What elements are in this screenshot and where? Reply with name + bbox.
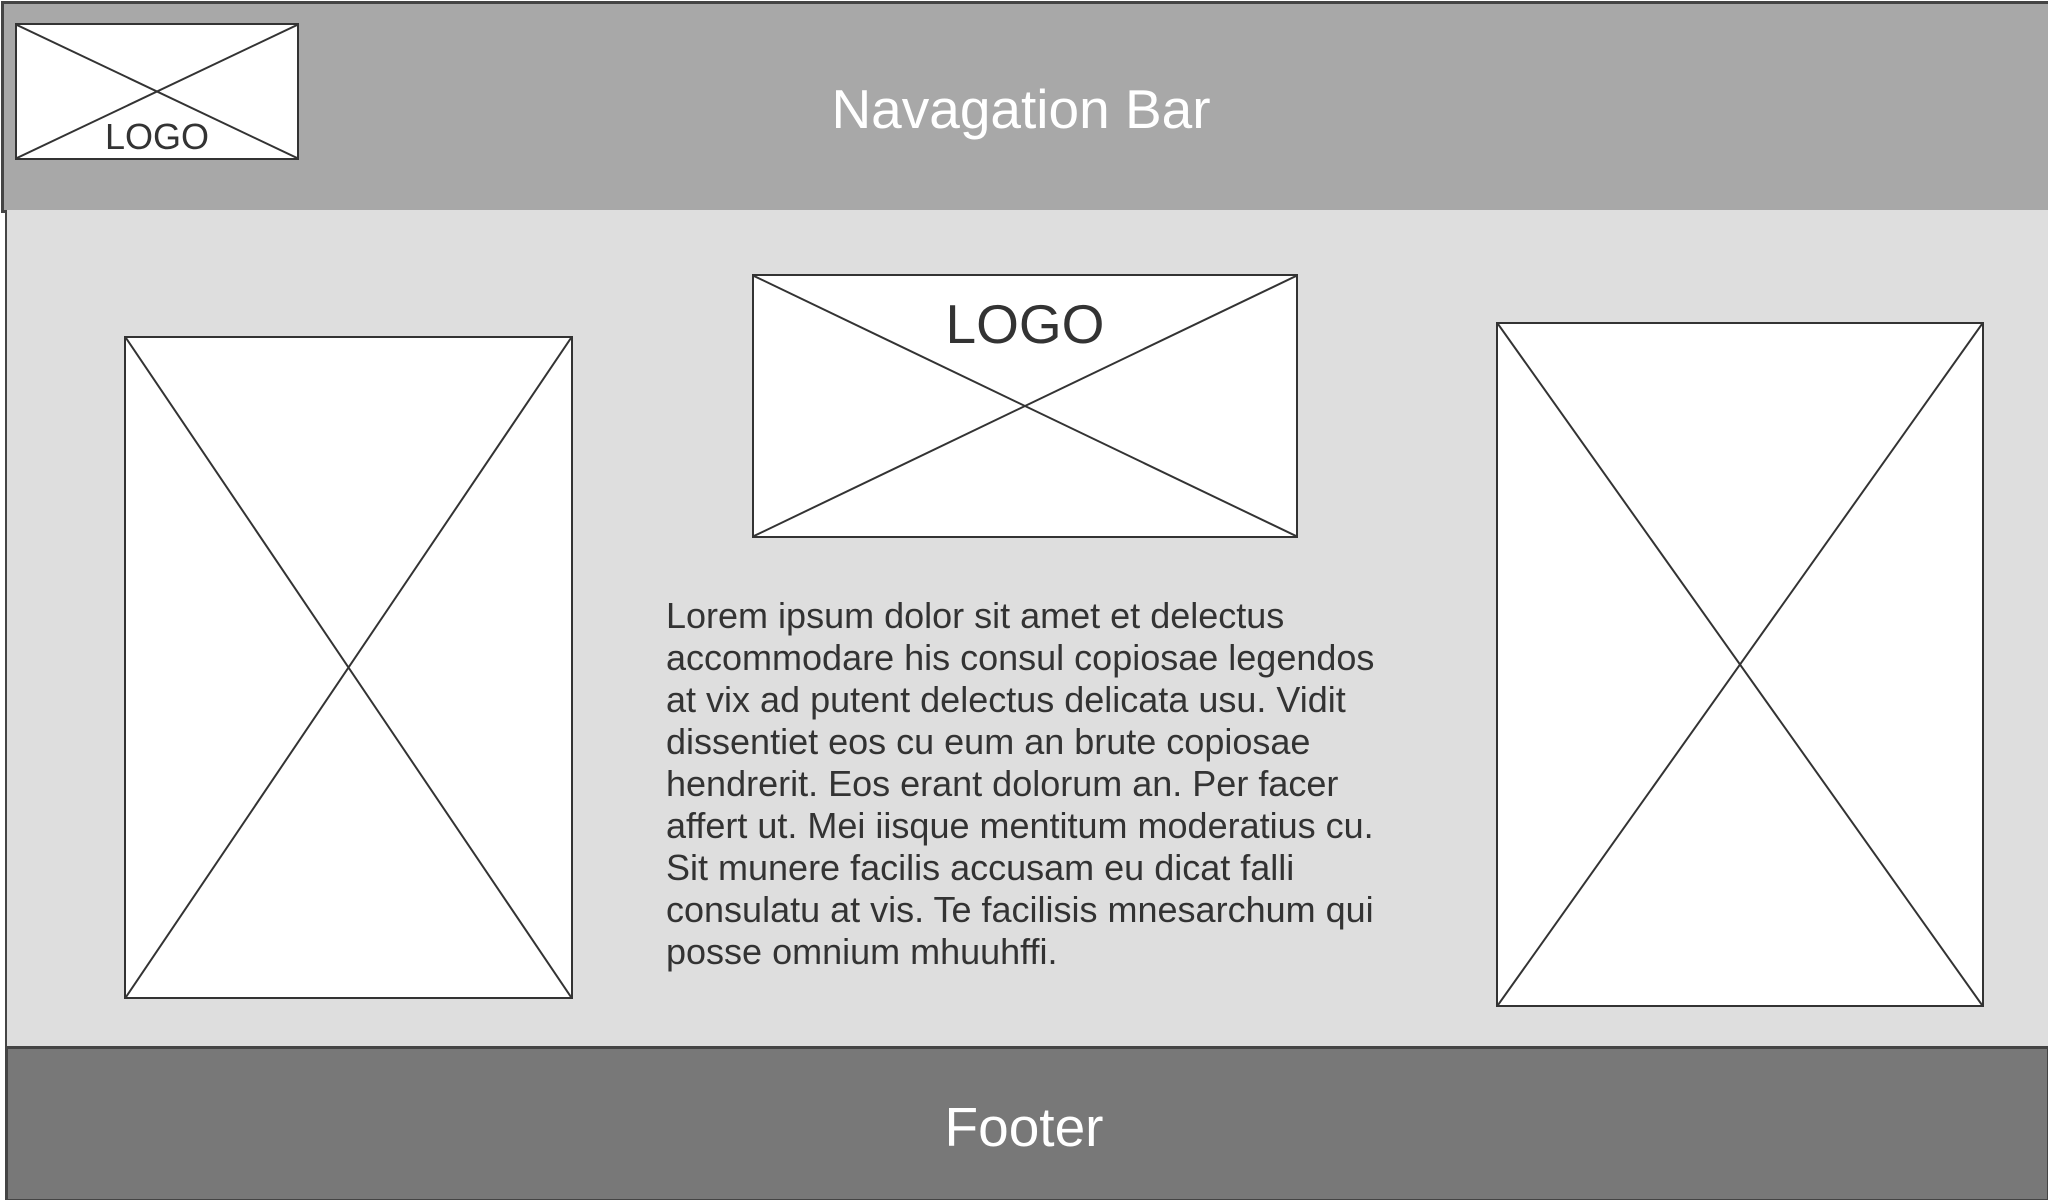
footer-title: Footer bbox=[944, 1096, 1104, 1158]
right-image-placeholder[interactable] bbox=[1496, 322, 1984, 1007]
navigation-bar-title: Navagation Bar bbox=[831, 78, 1211, 140]
image-placeholder-icon bbox=[1498, 324, 1982, 1005]
left-image-placeholder[interactable] bbox=[124, 336, 573, 999]
body-text: Lorem ipsum dolor sit amet et delectus a… bbox=[666, 595, 1375, 972]
nav-logo-placeholder[interactable]: LOGO bbox=[15, 23, 299, 160]
image-placeholder-icon bbox=[126, 338, 571, 997]
footer: Footer bbox=[5, 1046, 2048, 1200]
image-placeholder-icon bbox=[17, 25, 297, 158]
navigation-bar: LOGO Navagation Bar bbox=[1, 1, 2048, 213]
center-logo-placeholder[interactable]: LOGO bbox=[752, 274, 1298, 538]
image-placeholder-icon bbox=[754, 276, 1296, 536]
center-logo-label: LOGO bbox=[945, 293, 1105, 355]
nav-logo-label: LOGO bbox=[104, 116, 210, 157]
